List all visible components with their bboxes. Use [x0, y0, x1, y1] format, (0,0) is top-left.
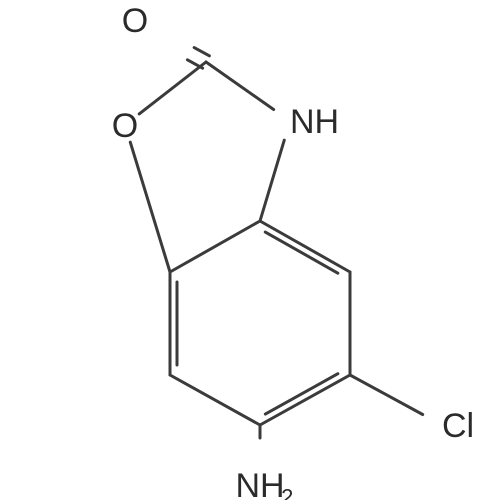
atom-label-N2: NH [235, 467, 284, 500]
bond [350, 375, 423, 414]
bond [187, 60, 202, 68]
bond [170, 375, 260, 425]
bond [260, 140, 284, 221]
bond [260, 221, 350, 272]
bond [206, 62, 274, 110]
molecule-canvas: NHOOClNH2 [0, 0, 500, 500]
atom-label-N1: NH [290, 103, 339, 141]
atom-label-O2: O [122, 2, 148, 40]
bond [265, 374, 338, 414]
atom-label-O1: O [112, 107, 138, 145]
bond [139, 62, 206, 114]
atom-label-Cl: Cl [442, 407, 474, 445]
bond [260, 375, 350, 425]
bond [194, 48, 209, 56]
bond [265, 232, 338, 273]
bond [130, 142, 170, 272]
bond [170, 221, 260, 272]
atom-sub-N2: 2 [281, 485, 293, 500]
